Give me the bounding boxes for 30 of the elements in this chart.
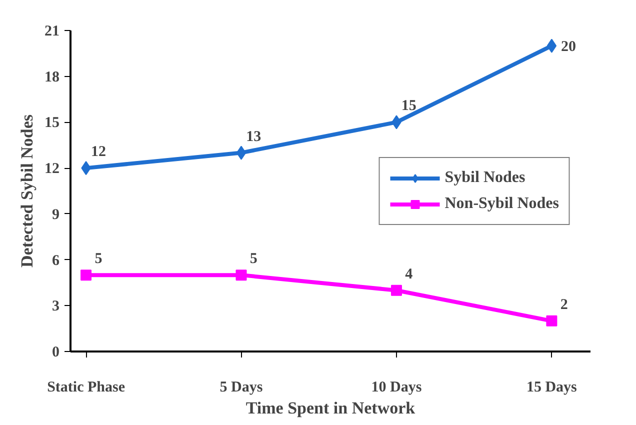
y-tick-label: 0 [52,344,60,360]
point [546,38,557,53]
data-label: 20 [561,38,576,55]
y-tick-label: 15 [44,115,60,132]
legend-label: Non-Sybil Nodes [444,194,559,212]
data-label: 2 [560,296,568,313]
y-tick-label: 6 [52,252,60,269]
y-tick-label: 9 [52,206,60,223]
data-label: 15 [401,98,416,114]
data-label: 12 [90,144,106,160]
legend-label: Sybil Nodes [444,168,526,186]
x-axis-title: Time Spent in Network [246,398,416,418]
y-tick-label: 3 [52,298,60,315]
point [236,146,246,160]
x-tick-label: Static Phase [47,380,126,396]
y-axis-title: Detected Sybil Nodes [18,114,36,268]
data-label: 4 [405,266,414,282]
point [236,270,247,281]
y-tick-label: 12 [44,161,60,178]
data-label: 5 [94,251,102,268]
point [80,270,92,281]
y-tick-label: 18 [44,69,60,86]
x-tick-label: 10 Days [371,380,422,396]
data-label: 13 [246,128,262,145]
x-tick-label: 15 Days [526,380,578,396]
point [546,315,558,326]
data-label: 5 [250,251,258,268]
x-tick-label: 5 Days [220,380,263,396]
point [390,284,402,296]
y-tick-label: 21 [44,24,60,40]
